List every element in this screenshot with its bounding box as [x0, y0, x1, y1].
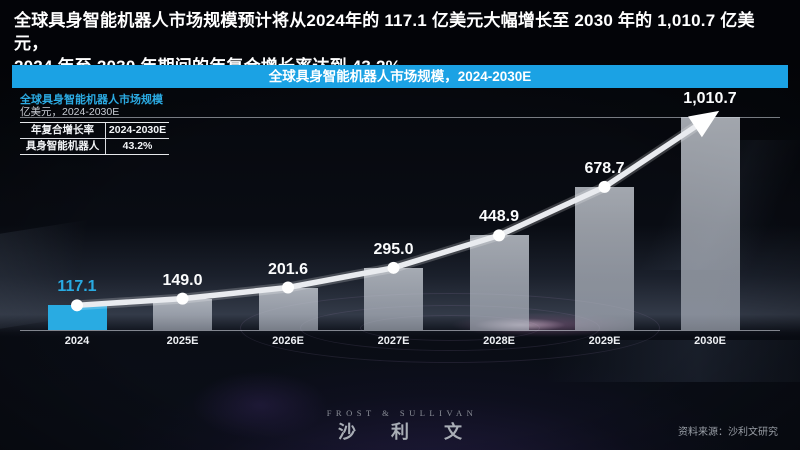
bar-2030E	[680, 116, 740, 330]
bar-2026E	[258, 287, 318, 330]
bar-2025E	[153, 298, 212, 330]
chart-subtitle-cn: 全球具身智能机器人市场规模	[20, 94, 163, 106]
cagr-row-value: 43.2%	[105, 139, 169, 154]
source-note: 资料来源：沙利文研究	[678, 427, 778, 438]
bar-2028E	[469, 235, 529, 330]
headline-line1: 全球具身智能机器人市场规模预计将从2024年的 117.1 亿美元大幅增长至 2…	[14, 11, 755, 53]
cagr-table-data-row: 具身智能机器人 43.2%	[20, 139, 169, 154]
background-light-streak	[545, 340, 800, 382]
bar-2027E	[364, 267, 423, 330]
cagr-table-header-row: 年复合增长率 2024-2030E	[20, 123, 169, 139]
x-tick-2024: 2024	[64, 335, 90, 347]
cagr-header-metric: 年复合增长率	[31, 124, 94, 136]
x-tick-2027E: 2027E	[377, 335, 410, 347]
cagr-row-label: 具身智能机器人	[25, 140, 100, 152]
value-label-2027E: 295.0	[373, 240, 414, 258]
x-tick-2028E: 2028E	[483, 335, 515, 347]
cagr-header-period: 2024-2030E	[105, 123, 169, 138]
background-purple-haze	[170, 360, 350, 450]
value-label-2028E: 448.9	[478, 208, 520, 226]
value-label-2030E: 1,010.7	[683, 89, 737, 107]
bar-2024	[47, 305, 107, 330]
value-label-2029E: 678.7	[584, 159, 625, 177]
x-tick-2026E: 2026E	[272, 335, 304, 347]
x-tick-2030E: 2030E	[694, 335, 726, 347]
frost-sullivan-logo-cn: 沙 利 文	[337, 422, 477, 442]
frost-sullivan-logo-en: FROST & SULLIVAN	[326, 408, 478, 418]
chart-unit-label: 亿美元，2024-2030E	[20, 106, 120, 118]
value-label-2025E: 149.0	[162, 271, 203, 289]
value-label-2024: 117.1	[57, 278, 97, 296]
x-axis-line	[20, 330, 780, 331]
chart-title-banner: 全球具身智能机器人市场规模，2024-2030E	[12, 65, 788, 88]
x-tick-2029E: 2029E	[588, 335, 621, 347]
x-tick-2025E: 2025E	[166, 335, 199, 347]
cagr-table: 年复合增长率 2024-2030E 具身智能机器人 43.2%	[20, 122, 169, 155]
bar-2029E	[575, 186, 634, 330]
value-label-2026E: 201.6	[267, 260, 309, 278]
background-bottom-glow	[110, 360, 750, 450]
gridline-top	[20, 117, 780, 118]
